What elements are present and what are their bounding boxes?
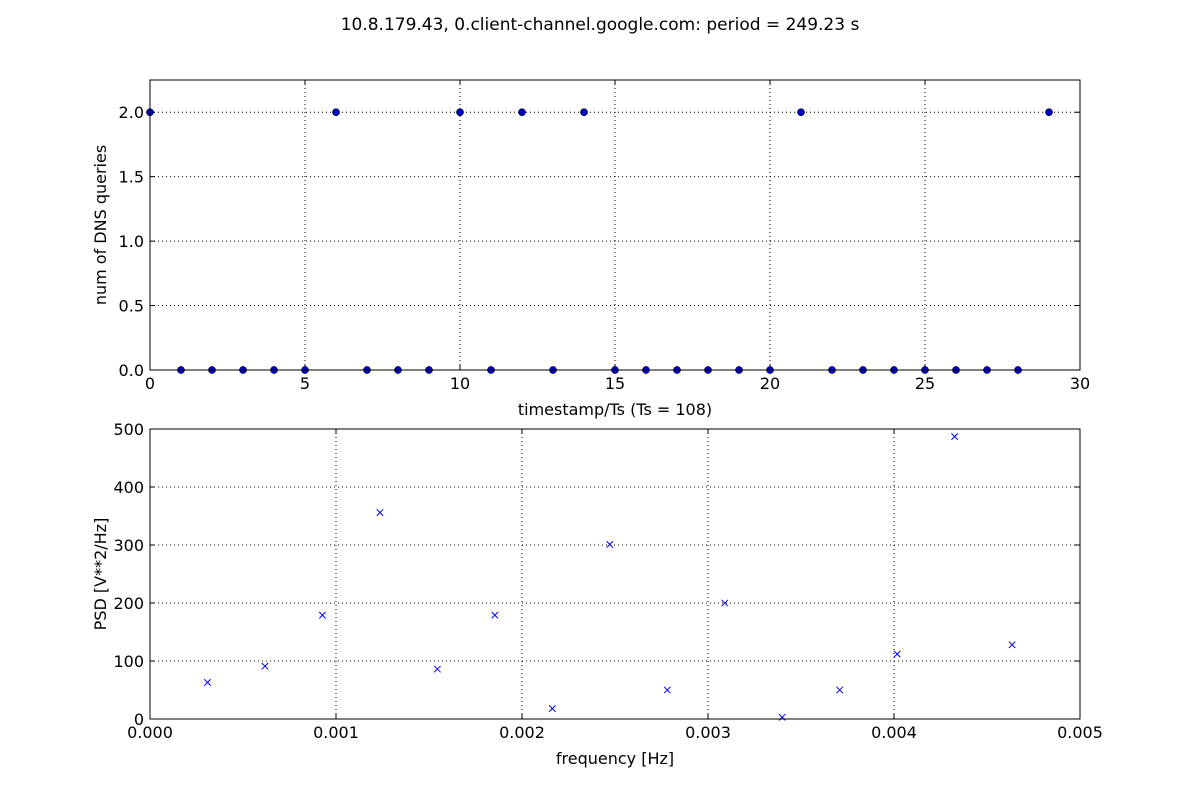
x-tick-label: 15 bbox=[605, 374, 625, 393]
y-tick-label: 2.0 bbox=[119, 103, 144, 122]
x-axis-ticks: 0.000 0.001 0.002 0.003 0.004 0.005 bbox=[127, 429, 1103, 742]
data-point bbox=[1008, 641, 1016, 649]
data-point bbox=[893, 650, 901, 658]
data-point bbox=[721, 599, 729, 607]
data-point bbox=[261, 662, 269, 670]
data-point bbox=[332, 108, 340, 117]
x-tick-label: 0.004 bbox=[871, 723, 917, 742]
y-axis-label: num of DNS queries bbox=[91, 145, 110, 305]
y-tick-label: 500 bbox=[113, 420, 144, 439]
y-tick-label: 0 bbox=[134, 710, 144, 729]
x-axis-label: frequency [Hz] bbox=[556, 749, 674, 768]
x-tick-label: 0.000 bbox=[127, 723, 173, 742]
x-tick-label: 0.003 bbox=[685, 723, 731, 742]
data-point bbox=[318, 611, 326, 619]
y-tick-label: 400 bbox=[113, 478, 144, 497]
y-axis-label: PSD [V**2/Hz] bbox=[91, 518, 110, 631]
x-tick-label: 5 bbox=[300, 374, 310, 393]
x-tick-label: 0.001 bbox=[313, 723, 359, 742]
x-axis-ticks: 0 5 10 15 20 25 30 bbox=[145, 80, 1090, 393]
x-tick-label: 0 bbox=[145, 374, 155, 393]
y-tick-label: 0.0 bbox=[119, 361, 144, 380]
data-point bbox=[376, 508, 384, 517]
y-axis-ticks: 0 100 200 300 400 500 bbox=[113, 420, 1080, 729]
x-tick-label: 20 bbox=[760, 374, 780, 393]
data-point bbox=[518, 108, 526, 117]
psd-plot: 0.000 0.001 0.002 0.003 0.004 0.005 0 100 200 300… bbox=[91, 420, 1103, 768]
y-tick-label: 1.0 bbox=[119, 232, 144, 251]
y-tick-label: 200 bbox=[113, 594, 144, 613]
y-tick-label: 100 bbox=[113, 652, 144, 671]
data-point bbox=[433, 665, 441, 673]
data-point bbox=[797, 108, 805, 117]
data-point bbox=[548, 705, 556, 713]
data-point bbox=[456, 108, 464, 117]
plot-frame bbox=[149, 79, 1081, 371]
data-point bbox=[580, 108, 588, 117]
x-tick-label: 0.005 bbox=[1057, 723, 1103, 742]
x-tick-label: 30 bbox=[1070, 374, 1090, 393]
data-point bbox=[606, 540, 614, 548]
data-point bbox=[836, 686, 844, 694]
data-point bbox=[663, 686, 671, 694]
data-point bbox=[203, 678, 212, 687]
data-point bbox=[1045, 108, 1053, 117]
x-tick-label: 10 bbox=[450, 374, 470, 393]
x-tick-label: 0.002 bbox=[499, 723, 545, 742]
y-tick-label: 0.5 bbox=[119, 297, 144, 316]
x-axis-label: timestamp/Ts (Ts = 108) bbox=[518, 400, 712, 419]
data-points bbox=[146, 108, 1053, 374]
plot-frame bbox=[149, 428, 1081, 720]
data-point bbox=[491, 611, 499, 619]
figure-title: 10.8.179.43, 0.client-channel.google.com… bbox=[341, 15, 860, 35]
dns-query-plot: 0 5 10 15 20 25 30 0.0 0.5 1.0 1.5 2.0 timestamp/Ts … bbox=[91, 79, 1090, 419]
data-point bbox=[951, 432, 959, 441]
x-tick-label: 25 bbox=[915, 374, 935, 393]
y-tick-label: 300 bbox=[113, 536, 144, 555]
y-axis-ticks: 0.0 0.5 1.0 1.5 2.0 bbox=[119, 103, 1080, 380]
y-tick-label: 1.5 bbox=[119, 168, 144, 187]
